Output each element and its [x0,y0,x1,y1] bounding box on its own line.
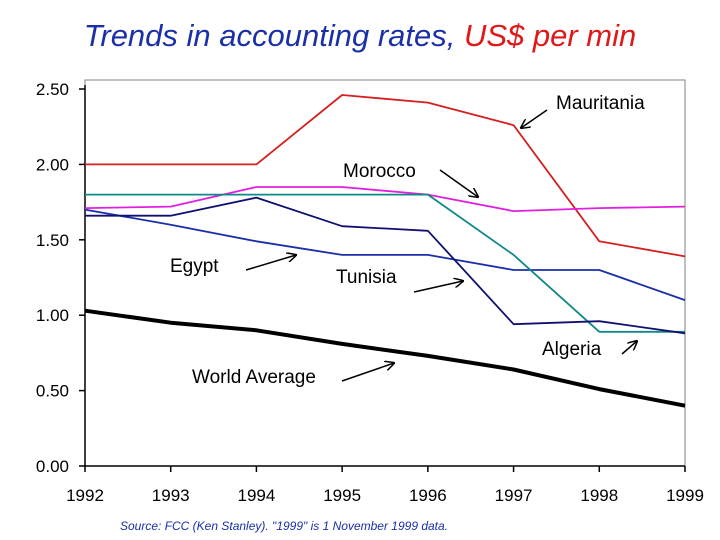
series-line-world-average [84,308,686,408]
label-mauritania: Mauritania [556,93,645,114]
x-tick-label: 1994 [238,486,276,505]
arrow-algeria [621,341,637,355]
source-note: Source: FCC (Ken Stanley). "1999" is 1 N… [120,519,449,533]
x-tick-label: 1992 [66,486,104,505]
series-line-egypt [84,208,686,301]
arrow-world-average [341,363,394,382]
x-tick-label: 1999 [666,486,704,505]
arrow-egypt [245,255,296,271]
y-tick-label: 2.00 [36,155,69,174]
chart-title-part1: Trends in accounting rates, [83,18,464,53]
label-algeria: Algeria [542,339,602,360]
series-line-mauritania [85,94,686,258]
label-tunisia: Tunisia [336,267,397,288]
series-line-morocco [84,186,686,213]
y-tick-label: 0.50 [36,382,69,401]
arrow-mauritania [521,109,548,128]
x-tick-label: 1996 [409,486,447,505]
series-line-algeria [85,196,686,335]
label-morocco: Morocco [343,161,416,182]
x-tick-label: 1997 [495,486,533,505]
label-world-average: World Average [192,367,316,388]
y-tick-label: 0.00 [36,457,69,476]
label-egypt: Egypt [170,256,219,277]
x-tick-label: 1995 [323,486,361,505]
y-tick-label: 1.50 [36,231,69,250]
y-tick-label: 2.50 [36,80,69,99]
arrow-tunisia [413,281,463,293]
arrow-morocco [439,169,478,197]
y-tick-label: 1.00 [36,306,69,325]
chart-title-part2: US$ per min [463,18,637,53]
x-tick-label: 1998 [580,486,618,505]
series-line-tunisia [85,193,685,333]
chart-title: Trends in accounting rates, US$ per min [0,18,720,54]
x-tick-label: 1993 [152,486,190,505]
